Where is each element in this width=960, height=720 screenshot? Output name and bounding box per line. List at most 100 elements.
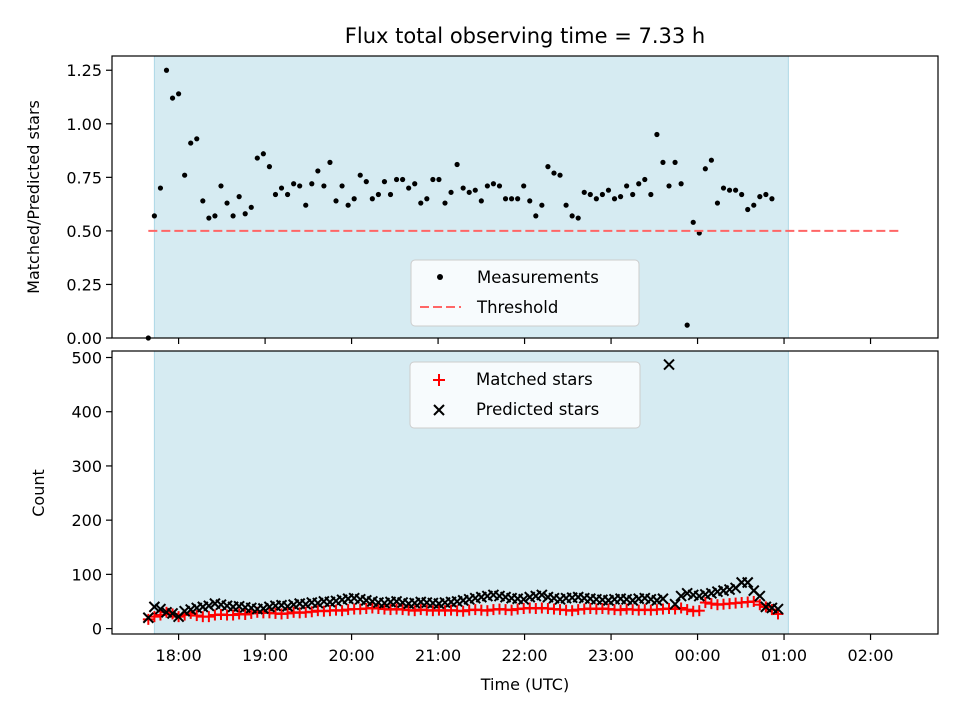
predicted-point <box>772 603 784 615</box>
measurement-point <box>720 185 727 191</box>
measurement-point <box>188 140 194 146</box>
predicted-point <box>166 607 179 620</box>
measurement-point <box>690 219 696 225</box>
matched-point <box>227 609 239 621</box>
measurement-point <box>739 191 745 198</box>
bottom-y-axis-label: Count <box>29 469 48 517</box>
top-panel: 0.00 0.25 0.50 0.75 1.00 1.25 Matched/Predict… <box>24 55 939 348</box>
measurement-point <box>551 170 557 176</box>
measurement-point <box>733 187 739 193</box>
legend-measurements-marker <box>437 274 443 280</box>
measurement-point <box>303 202 309 208</box>
top-y-tick-label: 0.25 <box>66 275 102 294</box>
measurement-point <box>684 322 690 328</box>
measurement-point <box>315 168 321 174</box>
matched-point <box>409 605 421 617</box>
predicted-point <box>754 590 766 602</box>
measurement-point <box>478 198 484 204</box>
measurement-point <box>418 200 424 206</box>
matched-point <box>191 610 203 622</box>
chart-title: Flux total observing time = 7.33 h <box>345 24 705 48</box>
matched-point <box>615 604 627 616</box>
measurement-point <box>466 189 472 195</box>
measurement-point <box>424 196 430 202</box>
measurement-point <box>206 215 212 221</box>
measurement-point <box>200 198 206 204</box>
predicted-point <box>742 576 754 589</box>
top-x-ticks <box>177 338 872 344</box>
matched-point <box>699 597 711 609</box>
matched-point <box>748 595 760 607</box>
x-tick-label: 20:00 <box>329 646 375 665</box>
measurement-point <box>212 213 218 219</box>
matched-point <box>481 605 493 617</box>
legend-measurements-label: Measurements <box>477 268 599 287</box>
bottom-y-tick-label: 300 <box>71 457 102 476</box>
legend-predicted-marker <box>433 404 445 416</box>
measurement-point <box>763 191 769 198</box>
measurement-point <box>490 181 497 187</box>
measurement-point <box>406 185 412 191</box>
measurement-point <box>375 191 381 198</box>
measurement-point <box>230 213 236 219</box>
measurement-point <box>151 213 157 219</box>
measurement-point <box>182 172 188 178</box>
matched-point <box>566 605 578 617</box>
predicted-point <box>675 590 687 602</box>
measurement-point <box>617 194 624 200</box>
matched-stars-series <box>142 595 784 625</box>
measurement-point <box>224 200 230 206</box>
measurement-point <box>751 202 757 208</box>
matched-point <box>705 598 717 610</box>
measurement-point <box>236 194 242 200</box>
measurement-point <box>327 159 333 165</box>
measurement-point <box>393 176 400 183</box>
measurement-point <box>527 198 533 204</box>
legend-threshold-label: Threshold <box>476 298 558 317</box>
measurement-point <box>521 183 527 189</box>
measurement-point <box>175 91 182 97</box>
legend-matched-marker <box>433 374 445 386</box>
x-axis-label: Time (UTC) <box>480 675 569 694</box>
measurement-point <box>272 191 279 198</box>
predicted-point <box>657 593 669 605</box>
measurement-point <box>442 200 448 206</box>
x-tick-label: 01:00 <box>761 646 807 665</box>
measurement-point <box>678 181 684 187</box>
measurement-point <box>194 136 200 142</box>
measurement-point <box>448 189 454 195</box>
measurement-point <box>581 189 587 195</box>
matched-point <box>282 607 294 619</box>
matched-point <box>693 605 705 617</box>
matched-point <box>239 608 251 620</box>
matched-point <box>506 604 518 616</box>
measurement-point <box>472 187 478 193</box>
top-legend: Measurements Threshold <box>410 259 640 327</box>
bottom-panel: 0 100 200 300 400 500 18:00 19:00 20:00 21:00 22:… <box>29 349 939 694</box>
x-tick-label: 00:00 <box>674 646 720 665</box>
x-tick-label: 21:00 <box>415 646 461 665</box>
top-legend-box <box>410 259 640 327</box>
measurement-point <box>333 198 339 204</box>
bottom-legend: Matched stars Predicted stars <box>409 361 641 429</box>
matched-point <box>681 604 693 616</box>
measurement-point <box>169 95 176 101</box>
measurement-point <box>369 196 375 202</box>
measurement-point <box>666 183 672 189</box>
measurement-point <box>218 183 224 189</box>
measurement-point <box>412 181 418 187</box>
bottom-y-tick-label: 200 <box>71 511 102 530</box>
measurement-point <box>297 183 303 189</box>
measurement-point <box>460 185 466 191</box>
measurement-point <box>726 187 733 193</box>
predicted-point <box>142 612 155 624</box>
top-y-tick-label: 0.00 <box>66 329 102 348</box>
x-tick-label: 19:00 <box>242 646 288 665</box>
matched-point <box>457 605 469 617</box>
measurement-point <box>599 191 606 198</box>
measurement-point <box>430 176 436 183</box>
measurement-point <box>654 131 660 138</box>
measurement-point <box>163 67 170 73</box>
bottom-legend-box <box>409 361 641 429</box>
